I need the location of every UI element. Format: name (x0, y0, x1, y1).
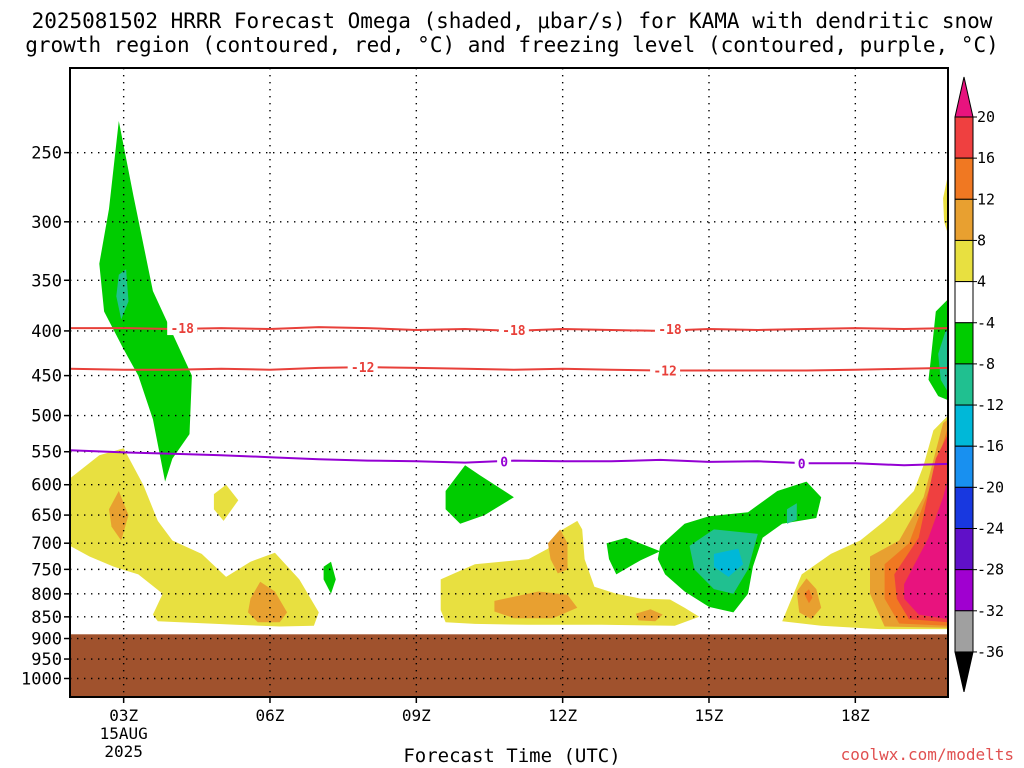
ground-rect (70, 634, 948, 697)
colorbar-bin-7 (954, 404, 974, 447)
omega-region-5 (213, 484, 239, 521)
omega-region-1 (116, 269, 129, 320)
ground-layer (70, 634, 948, 697)
y-tick-label: 350 (31, 271, 62, 291)
omega-region-23 (904, 478, 948, 620)
x-tick-label: 15Z (695, 706, 724, 725)
colorbar-bottom-arrow (954, 651, 974, 693)
colorbar-bin-10 (954, 528, 974, 571)
x-date-label: 15AUG (100, 724, 148, 743)
colorbar-label: -32 (977, 602, 1004, 620)
y-tick-label: 650 (31, 506, 62, 526)
y-tick-label: 800 (31, 585, 62, 605)
y-tick-label: 900 (31, 630, 62, 650)
colorbar-label: -20 (977, 478, 1004, 496)
x-tick-label: 12Z (548, 706, 577, 725)
chart-title-line-2: growth region (contoured, red, °C) and f… (25, 33, 999, 57)
colorbar-bin-3 (954, 239, 974, 283)
contour-label-bg (167, 321, 198, 336)
colorbar-bin-1 (954, 157, 974, 200)
contour-label: -18 (658, 323, 682, 338)
omega-region-27 (943, 174, 948, 235)
omega-colorbar: 20 16 12 8 4 -4 -8 -12 -16 -20 -24 -28 -32 -36 (954, 76, 1004, 693)
colorbar-bin-5 (954, 322, 974, 365)
credit-link[interactable]: coolwx.com/modelts (840, 745, 1014, 764)
colorbar-label: -8 (977, 355, 995, 373)
colorbar-top-arrow (954, 76, 974, 118)
y-tick-label: 400 (31, 322, 62, 342)
colorbar-label: -12 (977, 396, 1004, 414)
omega-region-7 (445, 465, 514, 524)
omega-region-10 (548, 529, 568, 574)
omega-region-26 (938, 330, 948, 393)
colorbar-bin-9 (954, 486, 974, 530)
contour-label: -18 (170, 322, 194, 337)
y-tick-label: 750 (31, 560, 62, 580)
y-tick-label: 700 (31, 534, 62, 554)
colorbar-bin-2 (954, 198, 974, 241)
y-tick-label: 250 (31, 144, 62, 164)
x-tick-label: 18Z (841, 706, 870, 725)
chart-title-line-1: 2025081502 HRRR Forecast Omega (shaded, … (31, 9, 993, 33)
omega-region-19 (804, 589, 813, 604)
x-date-label: 2025 (104, 742, 143, 761)
x-tick-label: 06Z (256, 706, 285, 725)
contour-label: -12 (653, 365, 676, 380)
omega-shading-layer (70, 121, 948, 630)
colorbar-bin-8 (954, 445, 974, 488)
colorbar-bin-12 (954, 610, 974, 653)
colorbar-bin-11 (954, 569, 974, 612)
omega-region-16 (787, 503, 797, 524)
y-tick-label: 600 (31, 476, 62, 496)
omega-region-2 (70, 448, 319, 627)
colorbar-label: 16 (977, 149, 995, 167)
y-tick-label: 300 (31, 213, 62, 233)
omega-region-9 (494, 591, 578, 619)
contour-label-bg (498, 322, 529, 337)
contour-layer: -18 -18 -18 -12 -12 0 0 (69, 321, 949, 472)
plot-frame (69, 67, 949, 698)
contour-label-bg (794, 456, 809, 471)
colorbar-label: -16 (977, 437, 1004, 455)
colorbar-label: -28 (977, 561, 1004, 579)
y-tick-label: 850 (31, 608, 62, 628)
x-tick-label: 03Z (109, 706, 138, 725)
colorbar-label: -24 (977, 520, 1004, 538)
y-tick-label: 450 (31, 367, 62, 387)
colorbar-label: 8 (977, 231, 986, 249)
contour-line--12 (69, 366, 949, 372)
contour-label: 0 (798, 457, 806, 472)
colorbar-label: -36 (977, 643, 1004, 661)
contour-label-bg (650, 363, 681, 378)
omega-region-24 (862, 574, 870, 599)
x-axis-label: Forecast Time (UTC) (403, 745, 621, 767)
omega-region-6 (323, 561, 336, 594)
colorbar-label: -4 (977, 314, 995, 332)
omega-region-0 (99, 121, 192, 482)
colorbar-label: 12 (977, 190, 995, 208)
colorbar-bin-6 (954, 363, 974, 406)
contour-label-bg (654, 322, 685, 337)
y-tick-label: 500 (31, 407, 62, 427)
contour-label: 0 (500, 455, 508, 470)
omega-region-12 (606, 537, 661, 575)
contour-label-bg (497, 454, 512, 469)
contour-label: -18 (502, 324, 526, 339)
omega-region-11 (635, 609, 663, 622)
y-tick-label: 1000 (21, 669, 62, 689)
colorbar-bin-4 (954, 281, 974, 324)
y-tick-label: 550 (31, 443, 62, 463)
x-tick-label: 09Z (402, 706, 431, 725)
contour-label-bg (347, 360, 378, 375)
colorbar-bin-0 (954, 116, 974, 159)
contour-label: -12 (351, 361, 374, 376)
colorbar-label: 4 (977, 273, 986, 291)
omega-region-4 (248, 581, 288, 623)
y-tick-label: 950 (31, 650, 62, 670)
colorbar-label: 20 (977, 108, 995, 126)
axes-layer: 2503003504004505005506006507007508008509… (21, 67, 949, 761)
